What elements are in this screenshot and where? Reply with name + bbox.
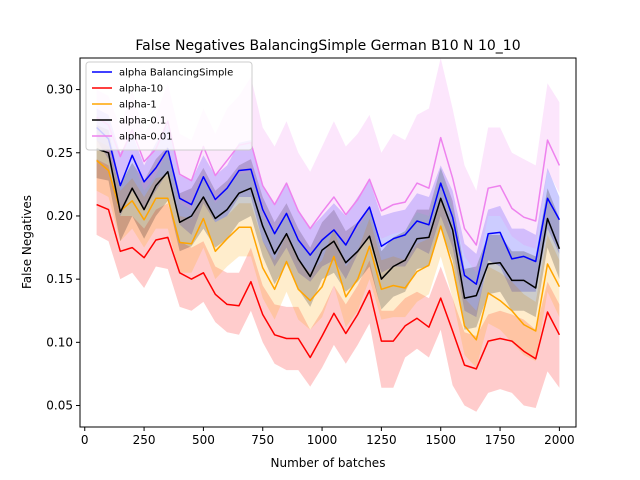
x-tick-label: 0 bbox=[81, 433, 89, 447]
band-0 bbox=[96, 108, 560, 318]
legend-label: alpha BalancingSimple bbox=[119, 68, 233, 79]
legend-label: alpha-0.1 bbox=[119, 116, 166, 127]
y-tick-label: 0.20 bbox=[46, 209, 73, 223]
series-line-0 bbox=[96, 126, 561, 285]
band-1 bbox=[96, 159, 560, 412]
legend-box bbox=[85, 61, 253, 151]
legend-label: alpha-10 bbox=[119, 84, 163, 95]
y-tick-label: 0.30 bbox=[46, 83, 73, 97]
legend: alpha BalancingSimple alpha-10 alpha-1 alph… bbox=[85, 61, 253, 151]
series-line-1 bbox=[96, 203, 561, 370]
x-axis: 0 250 500 750 1000 1250 1500 1750 2000 bbox=[81, 427, 575, 447]
chart-title: False Negatives BalancingSimple German B… bbox=[135, 38, 520, 54]
x-tick-label: 1750 bbox=[485, 433, 516, 447]
x-tick-label: 750 bbox=[251, 433, 274, 447]
y-tick-label: 0.05 bbox=[46, 399, 73, 413]
y-axis: 0.05 0.10 0.15 0.20 0.25 0.30 bbox=[46, 83, 80, 413]
x-tick-label: 250 bbox=[133, 433, 156, 447]
band-4 bbox=[96, 58, 560, 273]
y-tick-label: 0.25 bbox=[46, 146, 73, 160]
legend-label: alpha-0.01 bbox=[119, 132, 173, 143]
series-line-3 bbox=[96, 148, 561, 299]
x-tick-label: 1250 bbox=[366, 433, 397, 447]
y-axis-label: False Negatives bbox=[20, 195, 34, 289]
series-line-2 bbox=[96, 159, 561, 341]
y-tick-label: 0.10 bbox=[46, 335, 73, 349]
x-tick-label: 1000 bbox=[307, 433, 338, 447]
x-tick-label: 1500 bbox=[425, 433, 456, 447]
series-lines bbox=[96, 116, 561, 370]
x-tick-label: 500 bbox=[192, 433, 215, 447]
legend-label: alpha-1 bbox=[119, 100, 157, 111]
band-2 bbox=[96, 140, 560, 368]
y-tick-label: 0.15 bbox=[46, 272, 73, 286]
band-3 bbox=[96, 125, 560, 330]
series-bands bbox=[96, 58, 560, 412]
x-axis-label: Number of batches bbox=[271, 456, 386, 470]
x-tick-label: 2000 bbox=[544, 433, 575, 447]
plot-frame bbox=[79, 57, 577, 428]
